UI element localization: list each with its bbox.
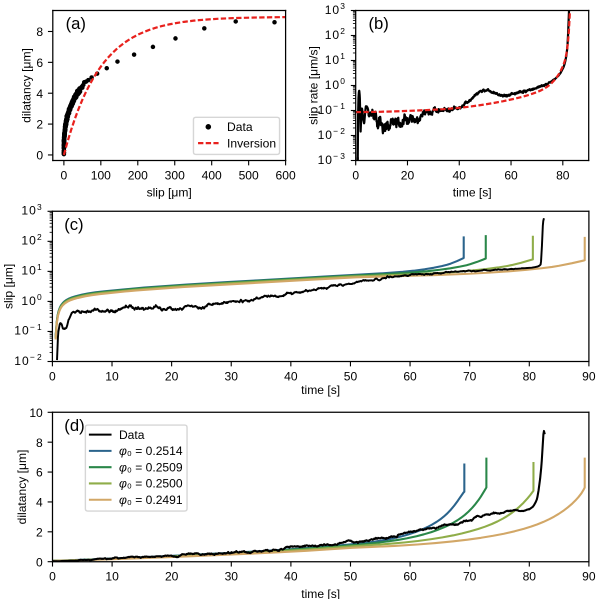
svg-text:0: 0 (352, 168, 359, 182)
svg-text:300: 300 (165, 168, 185, 182)
svg-text:40: 40 (284, 369, 298, 383)
svg-text:6: 6 (36, 56, 43, 70)
svg-text:200: 200 (128, 168, 148, 182)
svg-text:dilatancy [μm]: dilatancy [μm] (15, 450, 29, 525)
svg-text:30: 30 (225, 369, 239, 383)
svg-text:500: 500 (239, 168, 259, 182)
svg-text:40: 40 (453, 168, 467, 182)
svg-text:1 0 2: 1 0 2 (325, 19, 346, 44)
svg-text:80: 80 (556, 168, 570, 182)
svg-text:40: 40 (284, 570, 298, 584)
svg-text:time [s]: time [s] (301, 383, 340, 397)
svg-text:slip [μm]: slip [μm] (2, 264, 16, 309)
svg-text:φ₀ = 0.2491: φ₀ = 0.2491 (119, 493, 183, 507)
svg-text:0: 0 (36, 149, 43, 163)
svg-text:1 0 −: 1 0 − 2 (14, 340, 42, 370)
svg-text:dilatancy [μm]: dilatancy [μm] (19, 48, 33, 123)
svg-text:10: 10 (29, 406, 43, 420)
svg-text:60: 60 (403, 369, 417, 383)
svg-text:1 0 1: 1 0 1 (325, 44, 346, 69)
svg-text:2: 2 (36, 525, 43, 539)
svg-text:20: 20 (165, 369, 179, 383)
svg-text:φ₀ = 0.2514: φ₀ = 0.2514 (119, 444, 183, 458)
svg-text:1 0 1: 1 0 1 (21, 255, 42, 280)
svg-text:Inversion: Inversion (227, 136, 276, 150)
svg-text:(a): (a) (66, 14, 86, 33)
svg-text:(c): (c) (64, 215, 83, 234)
svg-text:20: 20 (401, 168, 415, 182)
svg-text:Data: Data (119, 428, 145, 442)
svg-text:100: 100 (91, 168, 111, 182)
svg-text:4: 4 (36, 87, 43, 101)
svg-text:0: 0 (61, 168, 68, 182)
svg-text:time [s]: time [s] (453, 186, 492, 200)
svg-text:80: 80 (523, 369, 537, 383)
svg-text:70: 70 (463, 570, 477, 584)
svg-text:6: 6 (36, 466, 43, 480)
svg-text:50: 50 (344, 570, 358, 584)
svg-text:400: 400 (202, 168, 222, 182)
svg-text:30: 30 (225, 570, 239, 584)
svg-text:0: 0 (36, 555, 43, 569)
svg-text:1 0 3: 1 0 3 (325, 0, 346, 19)
svg-text:time [s]: time [s] (301, 587, 340, 599)
svg-text:8: 8 (36, 436, 43, 450)
svg-text:0: 0 (49, 369, 56, 383)
svg-text:1 0 −: 1 0 − 2 (318, 114, 346, 144)
svg-text:1 0 0: 1 0 0 (21, 285, 42, 310)
svg-text:80: 80 (523, 570, 537, 584)
svg-text:(b): (b) (369, 14, 389, 33)
svg-text:8: 8 (36, 25, 43, 39)
svg-text:90: 90 (582, 570, 596, 584)
svg-text:10: 10 (105, 570, 119, 584)
svg-text:600: 600 (276, 168, 296, 182)
svg-text:4: 4 (36, 496, 43, 510)
svg-text:φ₀ = 0.2500: φ₀ = 0.2500 (119, 477, 183, 491)
svg-text:70: 70 (463, 369, 477, 383)
svg-text:2: 2 (36, 118, 43, 132)
svg-text:50: 50 (344, 369, 358, 383)
svg-text:slip rate [μm/s]: slip rate [μm/s] (307, 46, 321, 125)
svg-text:φ₀ = 0.2509: φ₀ = 0.2509 (119, 460, 183, 474)
svg-text:1 0 3: 1 0 3 (21, 195, 42, 220)
svg-text:Data: Data (227, 120, 253, 134)
svg-text:0: 0 (49, 570, 56, 584)
svg-text:1 0 2: 1 0 2 (21, 225, 42, 250)
svg-text:1 0 −: 1 0 − 1 (318, 89, 346, 119)
svg-text:60: 60 (504, 168, 518, 182)
svg-text:20: 20 (165, 570, 179, 584)
svg-text:slip [μm]: slip [μm] (147, 186, 192, 200)
svg-text:1 0 0: 1 0 0 (325, 69, 346, 94)
svg-text:(d): (d) (64, 416, 84, 435)
svg-text:10: 10 (105, 369, 119, 383)
svg-text:1 0 −: 1 0 − 1 (14, 310, 42, 340)
svg-text:90: 90 (582, 369, 596, 383)
svg-text:1 0 −: 1 0 − 3 (318, 139, 346, 169)
svg-text:60: 60 (403, 570, 417, 584)
